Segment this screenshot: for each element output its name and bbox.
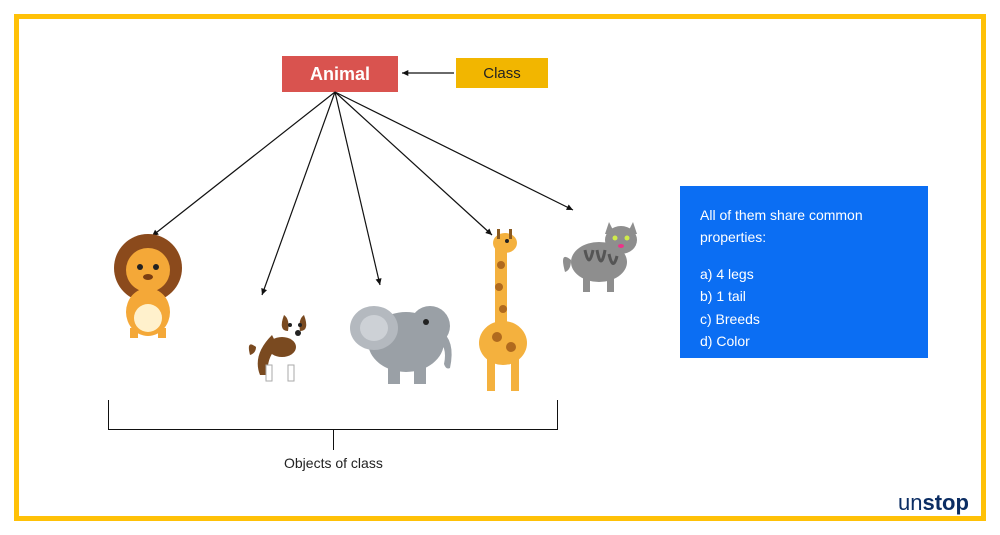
diagram-frame: Animal Class Objects of class All of the… xyxy=(0,0,1000,535)
logo-suffix: stop xyxy=(922,490,968,515)
property-item: c) Breeds xyxy=(700,308,908,330)
lion-icon xyxy=(98,230,198,340)
cat-icon xyxy=(555,210,650,295)
objects-of-class-label: Objects of class xyxy=(284,455,383,471)
properties-panel: All of them share common properties: a) … xyxy=(680,186,928,358)
logo-prefix: un xyxy=(898,490,922,515)
class-tag-label: Class xyxy=(483,65,521,82)
elephant-icon xyxy=(340,280,460,390)
objects-bracket xyxy=(108,400,558,430)
class-tag-box: Class xyxy=(456,58,548,88)
root-class-box: Animal xyxy=(282,56,398,92)
dog-icon xyxy=(232,295,322,385)
unstop-logo: unstop xyxy=(898,490,969,516)
giraffe-icon xyxy=(465,225,545,395)
root-class-label: Animal xyxy=(310,64,370,85)
property-item: a) 4 legs xyxy=(700,263,908,285)
property-item: d) Color xyxy=(700,330,908,352)
properties-title: All of them share common properties: xyxy=(700,204,908,249)
properties-list: a) 4 legsb) 1 tailc) Breedsd) Color xyxy=(700,263,908,353)
property-item: b) 1 tail xyxy=(700,285,908,307)
objects-bracket-tail xyxy=(333,430,334,450)
